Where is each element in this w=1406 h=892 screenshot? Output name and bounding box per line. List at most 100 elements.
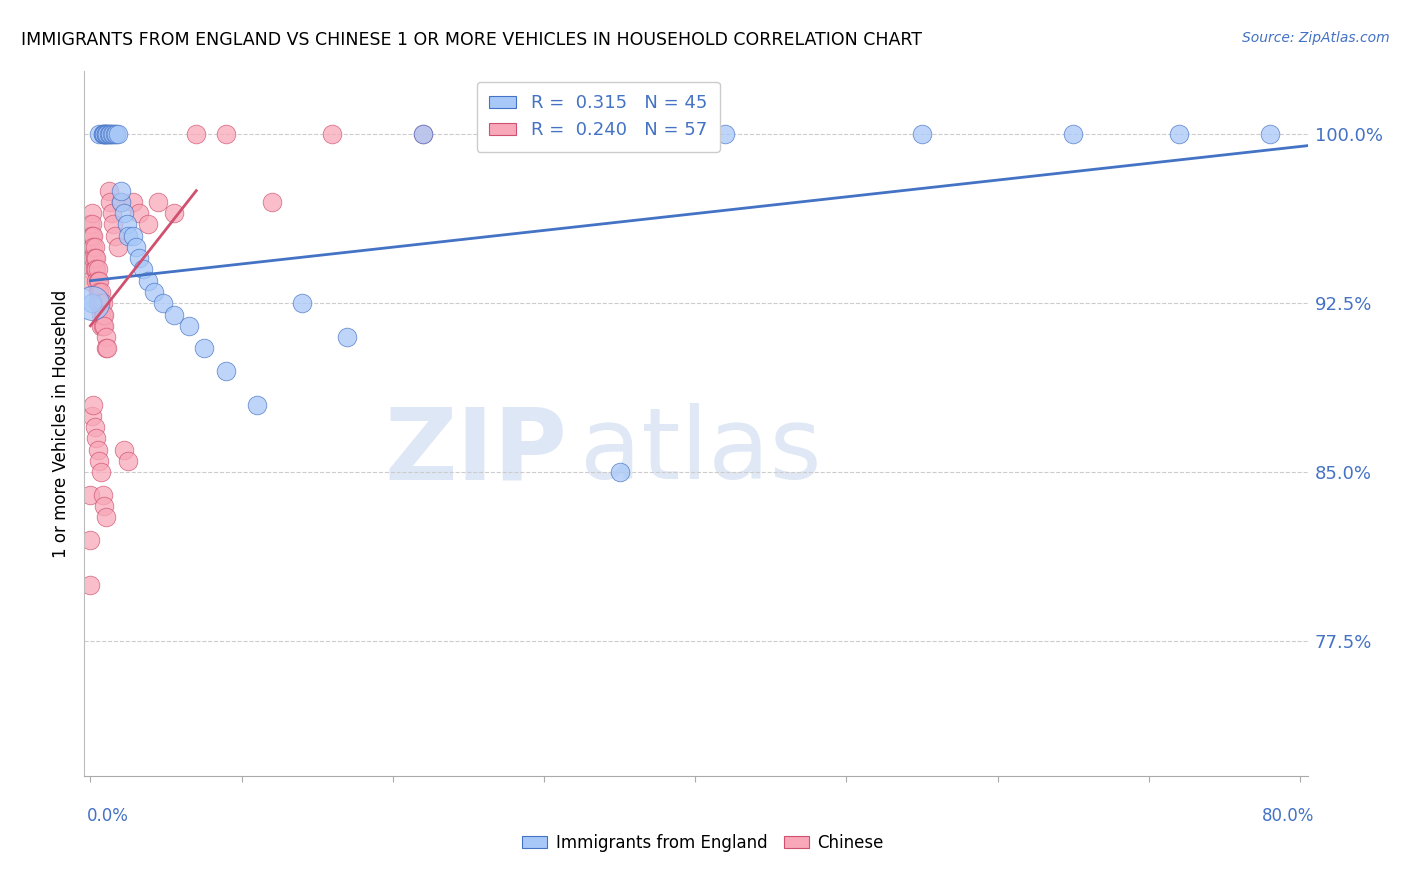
Point bbox=[96, 341, 118, 355]
Point bbox=[121, 194, 143, 209]
Point bbox=[82, 240, 104, 254]
Point bbox=[84, 262, 107, 277]
Point bbox=[80, 409, 103, 423]
Text: 80.0%: 80.0% bbox=[1263, 807, 1315, 825]
Point bbox=[87, 262, 110, 277]
Point bbox=[714, 128, 737, 142]
Point bbox=[94, 330, 117, 344]
Point bbox=[117, 454, 139, 468]
Point bbox=[79, 228, 101, 243]
Point bbox=[91, 128, 114, 142]
Point bbox=[132, 262, 155, 277]
Point bbox=[93, 308, 115, 322]
Point bbox=[84, 251, 107, 265]
Point bbox=[110, 194, 132, 209]
Point bbox=[1258, 128, 1281, 142]
Text: atlas: atlas bbox=[579, 403, 821, 500]
Point bbox=[80, 206, 103, 220]
Point bbox=[121, 228, 143, 243]
Point bbox=[101, 128, 124, 142]
Point bbox=[90, 285, 112, 299]
Point bbox=[82, 228, 104, 243]
Point bbox=[91, 128, 114, 142]
Point bbox=[86, 431, 108, 445]
Point bbox=[911, 128, 934, 142]
Point bbox=[82, 251, 104, 265]
Point bbox=[117, 228, 139, 243]
Point bbox=[86, 274, 108, 288]
Point bbox=[89, 296, 111, 310]
Point bbox=[82, 398, 104, 412]
Point bbox=[162, 206, 184, 220]
Point bbox=[105, 128, 128, 142]
Point bbox=[215, 364, 238, 378]
Point bbox=[89, 454, 111, 468]
Point bbox=[93, 128, 115, 142]
Point bbox=[609, 465, 631, 479]
Point bbox=[104, 228, 127, 243]
Point bbox=[136, 274, 159, 288]
Point bbox=[98, 128, 121, 142]
Point bbox=[79, 218, 101, 232]
Point bbox=[110, 184, 132, 198]
Point bbox=[94, 128, 117, 142]
Point bbox=[87, 274, 110, 288]
Point bbox=[89, 285, 111, 299]
Point bbox=[246, 398, 269, 412]
Point bbox=[162, 308, 184, 322]
Point bbox=[90, 318, 112, 333]
Point bbox=[91, 488, 114, 502]
Point bbox=[91, 308, 114, 322]
Point bbox=[96, 128, 118, 142]
Point bbox=[93, 318, 115, 333]
Text: 0.0%: 0.0% bbox=[87, 807, 129, 825]
Point bbox=[87, 442, 110, 457]
Point bbox=[80, 296, 103, 310]
Point bbox=[97, 128, 120, 142]
Point bbox=[86, 262, 108, 277]
Point bbox=[84, 420, 107, 434]
Point bbox=[125, 240, 148, 254]
Point bbox=[79, 274, 101, 288]
Point bbox=[193, 341, 215, 355]
Point bbox=[136, 218, 159, 232]
Point bbox=[97, 184, 120, 198]
Point bbox=[148, 194, 170, 209]
Point bbox=[90, 465, 112, 479]
Point bbox=[94, 128, 117, 142]
Point bbox=[91, 296, 114, 310]
Point bbox=[142, 285, 165, 299]
Text: IMMIGRANTS FROM ENGLAND VS CHINESE 1 OR MORE VEHICLES IN HOUSEHOLD CORRELATION C: IMMIGRANTS FROM ENGLAND VS CHINESE 1 OR … bbox=[21, 31, 922, 49]
Point bbox=[87, 285, 110, 299]
Point bbox=[104, 128, 127, 142]
Point bbox=[412, 128, 434, 142]
Point bbox=[186, 128, 208, 142]
Point bbox=[110, 194, 132, 209]
Point bbox=[260, 194, 283, 209]
Point bbox=[94, 128, 117, 142]
Point bbox=[112, 206, 135, 220]
Point bbox=[90, 296, 112, 310]
Point bbox=[90, 308, 112, 322]
Point bbox=[87, 296, 110, 310]
Text: ZIP: ZIP bbox=[385, 403, 568, 500]
Legend: R =  0.315   N = 45, R =  0.240   N = 57: R = 0.315 N = 45, R = 0.240 N = 57 bbox=[477, 82, 720, 153]
Point bbox=[98, 128, 121, 142]
Point bbox=[107, 128, 129, 142]
Point bbox=[80, 228, 103, 243]
Point bbox=[112, 442, 135, 457]
Point bbox=[91, 318, 114, 333]
Point bbox=[79, 533, 101, 547]
Point bbox=[80, 296, 103, 310]
Point bbox=[1168, 128, 1191, 142]
Point bbox=[128, 251, 150, 265]
Point bbox=[128, 206, 150, 220]
Point bbox=[86, 251, 108, 265]
Point bbox=[94, 341, 117, 355]
Y-axis label: 1 or more Vehicles in Household: 1 or more Vehicles in Household bbox=[52, 290, 70, 558]
Point bbox=[80, 218, 103, 232]
Point bbox=[107, 240, 129, 254]
Point bbox=[98, 194, 121, 209]
Point bbox=[100, 128, 122, 142]
Point bbox=[89, 274, 111, 288]
